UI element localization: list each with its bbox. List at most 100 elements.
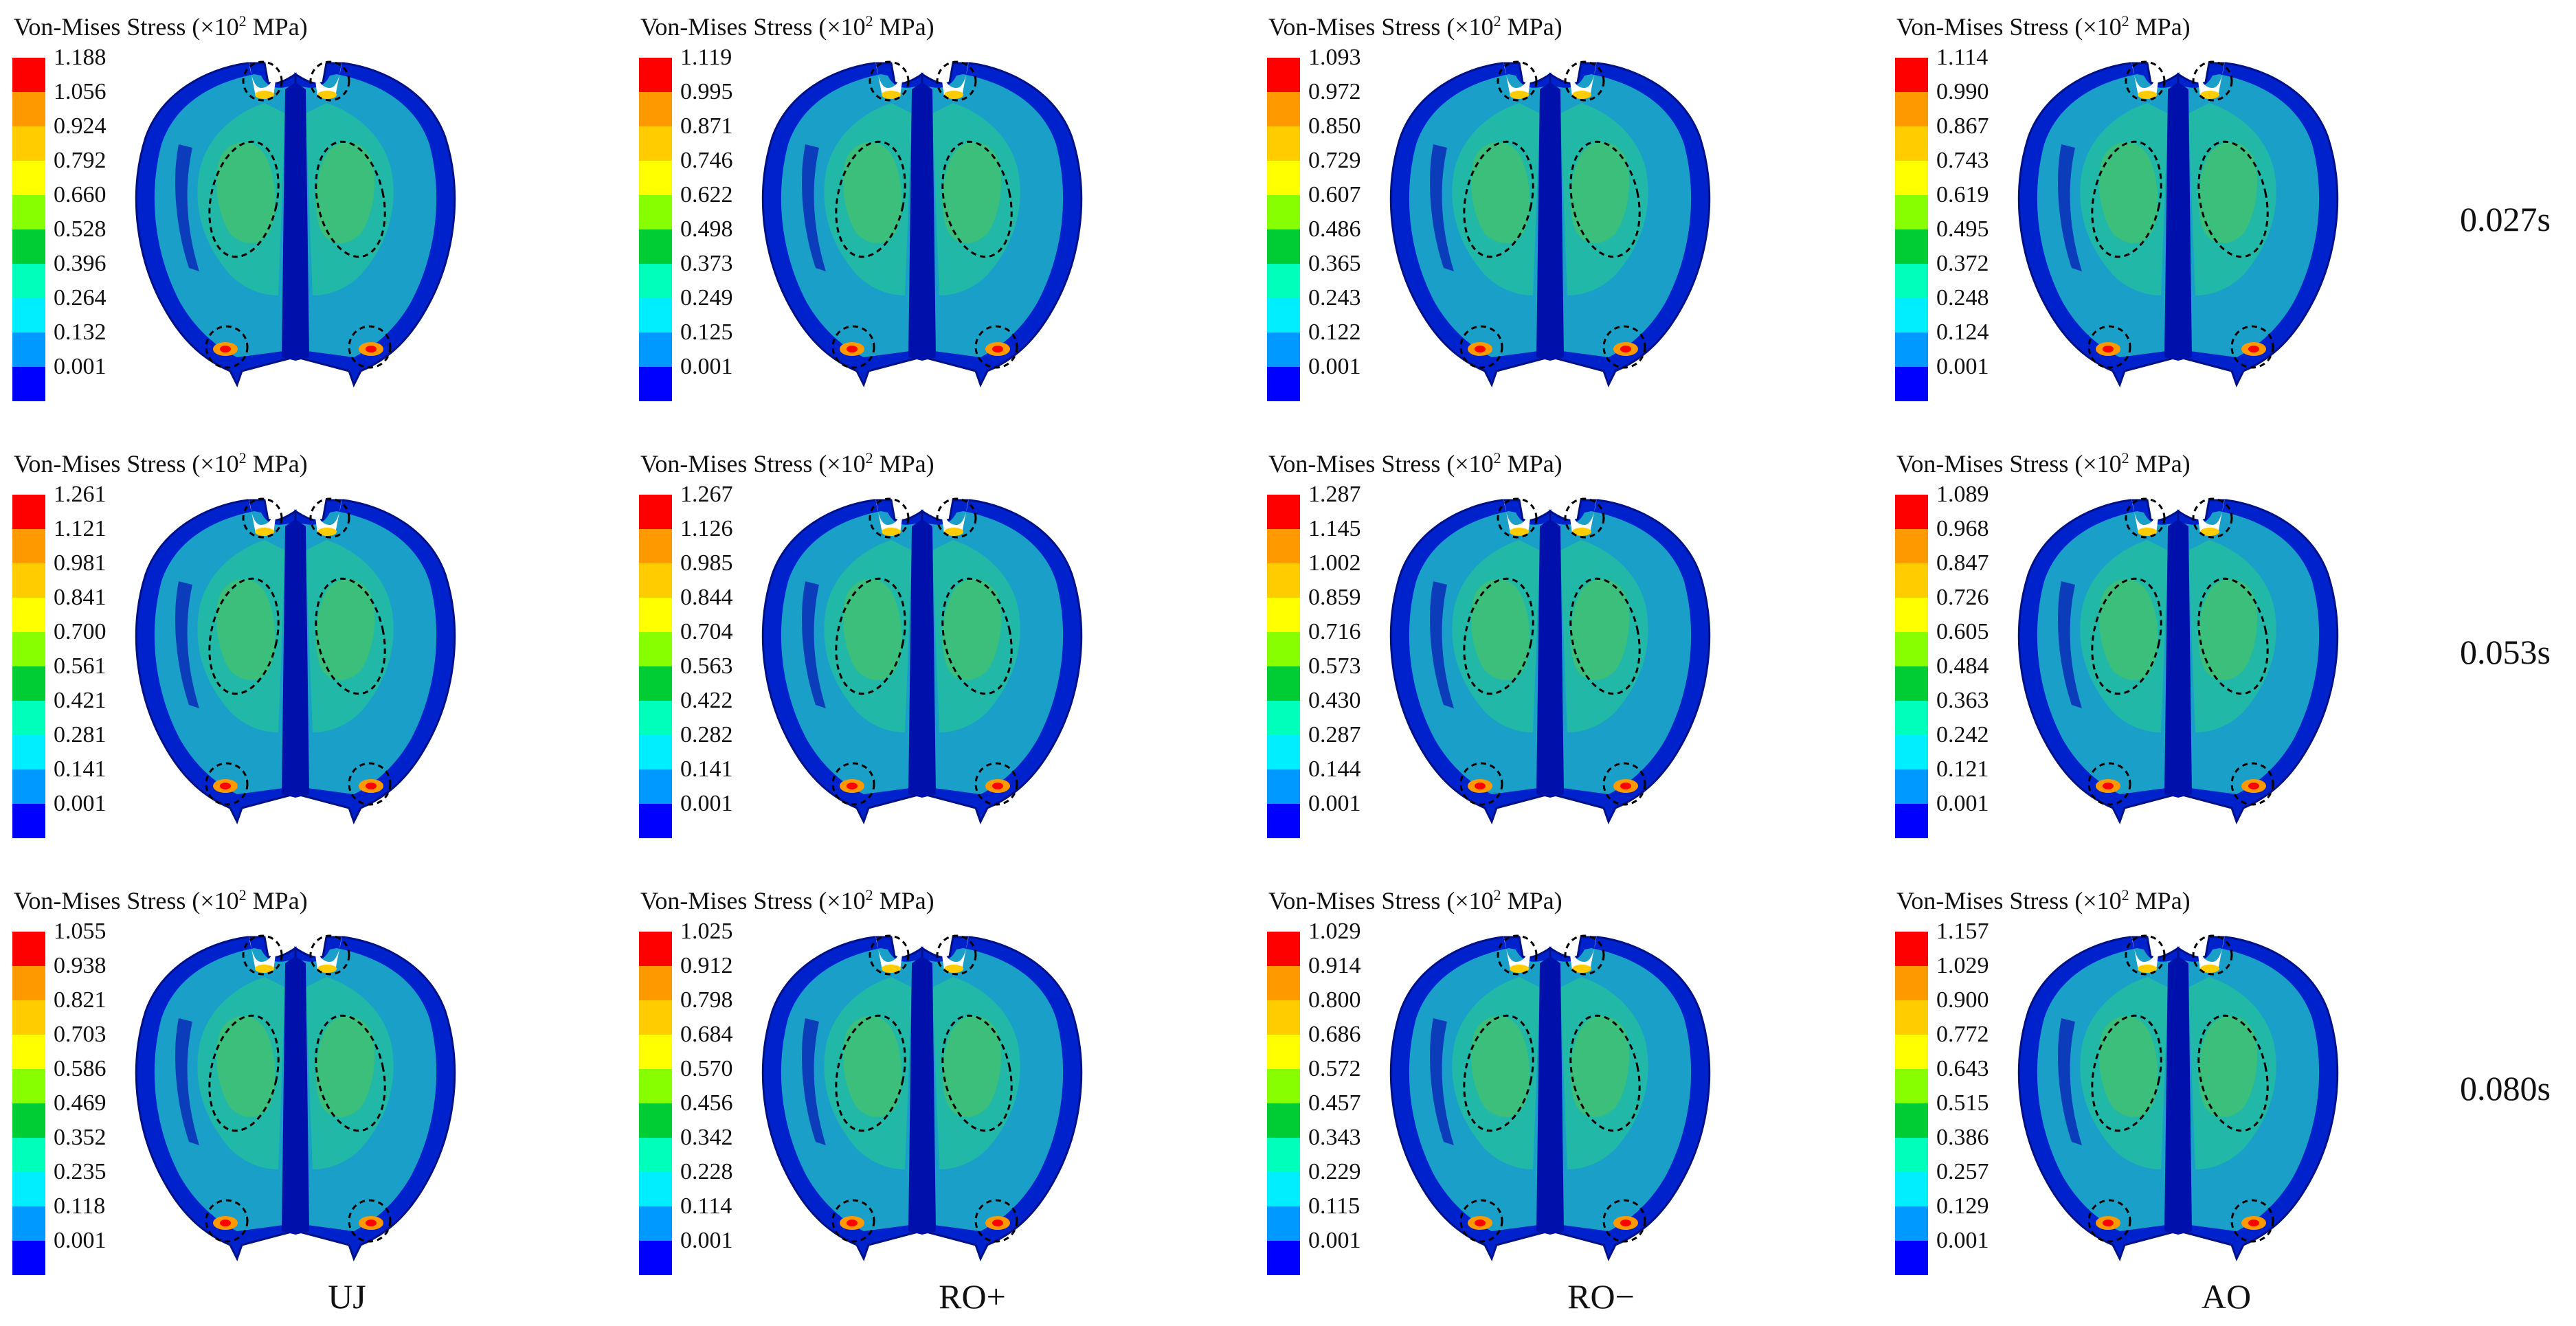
color-scale-segment <box>1267 1241 1300 1275</box>
color-scale-value: 0.772 <box>1936 1022 1989 1047</box>
color-scale-value: 0.990 <box>1936 79 1989 104</box>
color-scale-segment <box>12 229 45 264</box>
color-scale-value: 0.821 <box>54 987 107 1013</box>
color-scale-segment <box>12 563 45 598</box>
color-scale-segment <box>1267 735 1300 769</box>
legend-title-suffix: MPa) <box>2129 887 2191 914</box>
color-scale-value: 1.121 <box>54 516 107 541</box>
panel-row2-col4: Von-Mises Stress (×102 MPa) 1.089 0.968 0.8… <box>1883 437 2487 849</box>
color-scale-value: 0.498 <box>680 216 733 242</box>
legend-title-suffix: MPa) <box>873 13 934 41</box>
color-scale-segment <box>12 529 45 563</box>
panel-row1-col3: Von-Mises Stress (×102 MPa) 1.093 0.972 0.8… <box>1255 0 1859 412</box>
color-scale-segment <box>1895 1069 1928 1103</box>
color-scale-value: 1.114 <box>1936 45 1989 70</box>
color-scale-segment <box>1895 1138 1928 1172</box>
color-scale-values: 1.119 0.995 0.871 0.746 0.622 0.498 0.373 0.249… <box>680 45 733 389</box>
legend-title-suffix: MPa) <box>2129 450 2191 477</box>
color-scale-bar <box>639 58 672 401</box>
color-scale-bar <box>639 932 672 1275</box>
color-scale-value: 0.114 <box>680 1193 732 1219</box>
color-scale-segment <box>1267 495 1300 529</box>
legend-title-prefix: Von-Mises Stress (×10 <box>1896 13 2122 41</box>
color-scale-segment <box>12 1172 45 1206</box>
color-scale-segment <box>1267 1138 1300 1172</box>
color-scale-value: 0.729 <box>1308 148 1361 173</box>
legend-title: Von-Mises Stress (×102 MPa) <box>1896 12 2191 41</box>
color-scale-segment <box>1895 769 1928 804</box>
time-label-2: 0.053s <box>2460 633 2551 671</box>
panel-row3-col4: Von-Mises Stress (×102 MPa) 1.157 1.029 0.9… <box>1883 874 2487 1286</box>
color-scale-value: 0.457 <box>1308 1090 1361 1116</box>
column-label-ao: AO <box>2201 1277 2252 1316</box>
color-scale-bar <box>1267 58 1300 401</box>
color-scale-segment <box>1267 1035 1300 1069</box>
color-scale-value: 0.995 <box>680 79 733 104</box>
color-scale-value: 0.363 <box>1936 688 1989 713</box>
color-scale-value: 0.249 <box>680 285 733 311</box>
color-scale-segment <box>1267 92 1300 126</box>
color-scale-value: 0.938 <box>54 953 107 978</box>
color-scale-segment <box>12 701 45 735</box>
color-scale-segment <box>1267 367 1300 401</box>
color-scale-segment <box>1267 632 1300 666</box>
stress-contour-model <box>135 497 456 824</box>
color-scale-value: 0.287 <box>1308 722 1361 748</box>
color-scale-segment <box>639 92 672 126</box>
color-scale-value: 0.001 <box>1308 1228 1361 1253</box>
color-scale-value: 0.372 <box>1936 251 1989 276</box>
color-scale-segment <box>1267 563 1300 598</box>
legend-title-suffix: MPa) <box>873 887 934 914</box>
color-scale-segment <box>1267 769 1300 804</box>
color-scale-values: 1.261 1.121 0.981 0.841 0.700 0.561 0.421 0.281… <box>54 482 107 826</box>
color-scale-segment <box>1895 298 1928 333</box>
color-scale-segment <box>1895 1172 1928 1206</box>
color-scale-value: 0.622 <box>680 182 733 207</box>
color-scale-value: 0.001 <box>680 791 733 816</box>
color-scale-segment <box>12 92 45 126</box>
time-label-1: 0.027s <box>2460 200 2551 238</box>
color-scale-bar <box>12 932 45 1275</box>
stress-contour-model <box>761 497 1083 824</box>
color-scale-value: 0.421 <box>54 688 107 713</box>
legend-title-suffix: MPa) <box>1501 13 1563 41</box>
color-scale-bar <box>1895 932 1928 1275</box>
color-scale-value: 0.141 <box>54 756 107 782</box>
color-scale-value: 0.981 <box>54 550 107 576</box>
color-scale-segment <box>1267 1069 1300 1103</box>
color-scale-value: 0.124 <box>1936 319 1989 345</box>
color-scale-segment <box>12 58 45 92</box>
color-scale-bar <box>1895 58 1928 401</box>
color-scale-value: 0.847 <box>1936 550 1989 576</box>
color-scale-value: 0.282 <box>680 722 733 748</box>
legend-title-prefix: Von-Mises Stress (×10 <box>1896 887 2122 914</box>
column-label-uj: UJ <box>328 1277 366 1316</box>
time-label-3: 0.080s <box>2460 1069 2551 1108</box>
color-scale-segment <box>12 735 45 769</box>
color-scale-segment <box>1895 1035 1928 1069</box>
stress-contour-model <box>1389 60 1711 387</box>
color-scale-value: 0.248 <box>1936 285 1989 311</box>
color-scale-segment <box>1895 701 1928 735</box>
legend-title-exponent: 2 <box>865 886 873 903</box>
color-scale-values: 1.025 0.912 0.798 0.684 0.570 0.456 0.342 0.228… <box>680 919 733 1263</box>
legend-title-exponent: 2 <box>2121 12 2129 30</box>
color-scale-value: 0.001 <box>680 1228 733 1253</box>
color-scale-value: 1.287 <box>1308 482 1361 507</box>
color-scale-bar <box>639 495 672 838</box>
color-scale-values: 1.089 0.968 0.847 0.726 0.605 0.484 0.363 0.242… <box>1936 482 1989 826</box>
color-scale-value: 0.144 <box>1308 756 1361 782</box>
color-scale-segment <box>1895 195 1928 229</box>
color-scale-value: 1.056 <box>54 79 107 104</box>
color-scale-segment <box>1895 598 1928 632</box>
color-scale-value: 0.605 <box>1936 619 1989 644</box>
color-scale-value: 0.515 <box>1936 1090 1989 1116</box>
color-scale-segment <box>639 666 672 701</box>
color-scale-value: 0.125 <box>680 319 733 345</box>
color-scale-segment <box>639 966 672 1000</box>
color-scale-value: 0.243 <box>1308 285 1361 311</box>
color-scale-value: 1.029 <box>1308 919 1361 944</box>
color-scale-segment <box>1895 367 1928 401</box>
color-scale-value: 0.561 <box>54 653 107 679</box>
stress-contour-model <box>761 934 1083 1261</box>
